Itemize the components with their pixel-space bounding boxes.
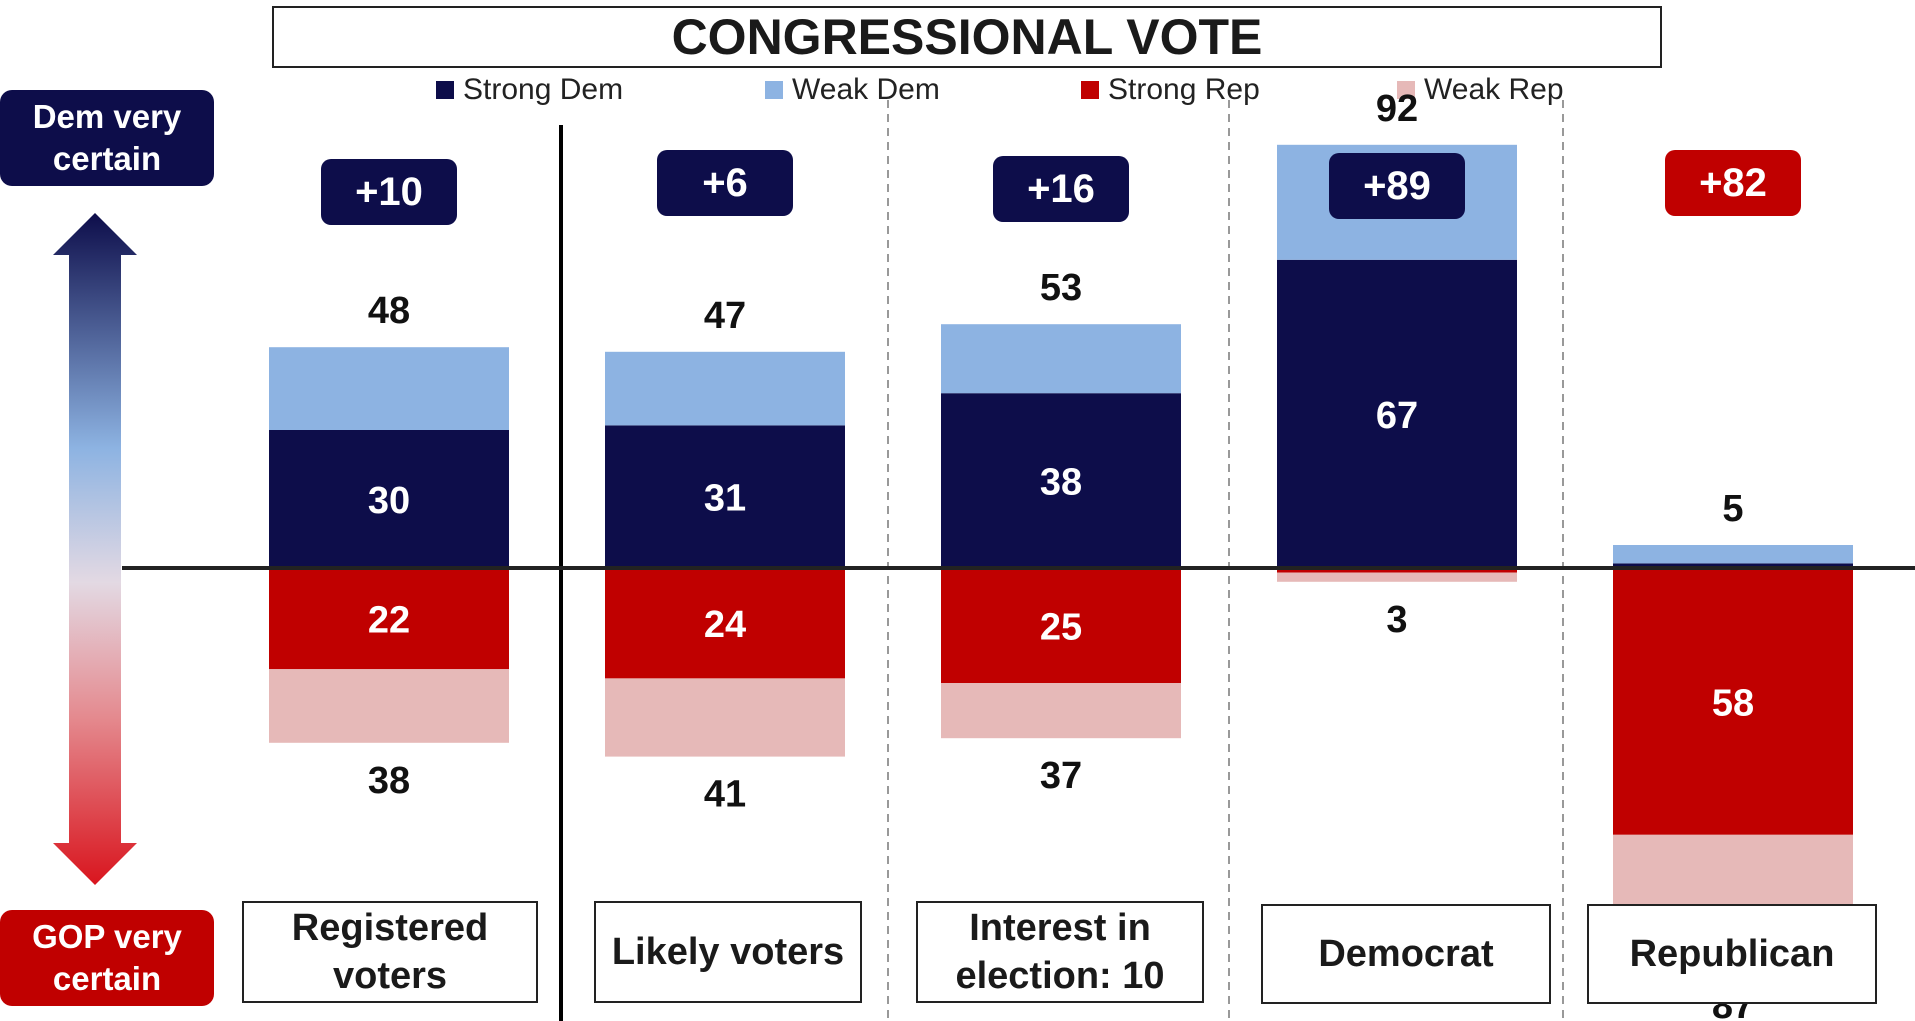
net-badge: +89 (1329, 153, 1465, 219)
category-likely-voters: Likely voters (594, 901, 862, 1003)
bar-strong-rep (605, 568, 845, 679)
label-strong-dem: 38 (1040, 462, 1082, 504)
legend-label-weak-rep: Weak Rep (1424, 73, 1564, 106)
label-rep-total: 38 (368, 760, 410, 802)
label-dem-total: 53 (1040, 267, 1082, 309)
label-strong-rep: 24 (704, 604, 746, 646)
net-badge: +10 (321, 159, 457, 225)
label-strong-dem: 67 (1376, 395, 1418, 437)
legend-item-weak-dem: Weak Dem (765, 73, 940, 107)
bar-strong-rep (1277, 568, 1517, 573)
label-dem-total: 47 (704, 295, 746, 337)
label-rep-total: 3 (1386, 599, 1407, 641)
label-rep-total: 41 (704, 774, 746, 816)
bar-weak-dem (941, 324, 1181, 394)
label-rep-total: 37 (1040, 755, 1082, 797)
legend-label-strong-rep: Strong Rep (1108, 73, 1260, 106)
dem-very-certain-label: Dem very certain (0, 90, 214, 186)
category-interest-in-election: Interest in election: 10 (916, 901, 1204, 1003)
category-republican: Republican (1587, 904, 1877, 1004)
label-dem-total: 5 (1722, 488, 1743, 530)
legend-item-strong-rep: Strong Rep (1081, 73, 1260, 107)
label-strong-dem: 30 (368, 480, 410, 522)
bar-weak-dem (605, 351, 845, 426)
legend-label-weak-dem: Weak Dem (792, 73, 940, 106)
legend-label-strong-dem: Strong Dem (463, 73, 624, 106)
category-registered-voters: Registered voters (242, 901, 538, 1003)
gop-very-certain-label: GOP very certain (0, 910, 214, 1006)
chart-title: CONGRESSIONAL VOTE (272, 6, 1662, 68)
label-strong-rep: 58 (1712, 682, 1754, 724)
label-dem-total: 48 (368, 290, 410, 332)
bar-weak-dem (1613, 545, 1853, 564)
bar-weak-rep (1277, 572, 1517, 582)
bar-strong-rep (1613, 568, 1853, 835)
label-dem-total: 92 (1376, 88, 1418, 130)
legend: Strong Dem Weak Dem Strong Rep Weak Rep (0, 73, 1915, 113)
legend-swatch-weak-rep (1397, 81, 1415, 99)
label-strong-rep: 25 (1040, 607, 1082, 649)
legend-swatch-strong-dem (436, 81, 454, 99)
bar-weak-rep (605, 678, 845, 757)
bar-strong-dem (941, 393, 1181, 568)
category-democrat: Democrat (1261, 904, 1551, 1004)
certainty-arrow-icon (53, 213, 137, 885)
net-badge: +16 (993, 156, 1129, 222)
bar-strong-rep (941, 568, 1181, 683)
net-badge: +6 (657, 150, 793, 216)
label-strong-rep: 22 (368, 600, 410, 642)
legend-item-weak-rep: Weak Rep (1397, 73, 1564, 107)
net-badge: +82 (1665, 150, 1801, 216)
legend-swatch-weak-dem (765, 81, 783, 99)
bar-weak-rep (941, 683, 1181, 739)
bar-strong-dem (1613, 563, 1853, 568)
bar-strong-dem (1277, 259, 1517, 568)
bar-weak-rep (269, 669, 509, 743)
bar-strong-dem (605, 425, 845, 568)
bar-strong-dem (269, 430, 509, 568)
bar-strong-rep (269, 568, 509, 670)
legend-swatch-strong-rep (1081, 81, 1099, 99)
legend-item-strong-dem: Strong Dem (436, 73, 623, 107)
bar-weak-dem (269, 347, 509, 430)
label-strong-dem: 31 (704, 478, 746, 520)
